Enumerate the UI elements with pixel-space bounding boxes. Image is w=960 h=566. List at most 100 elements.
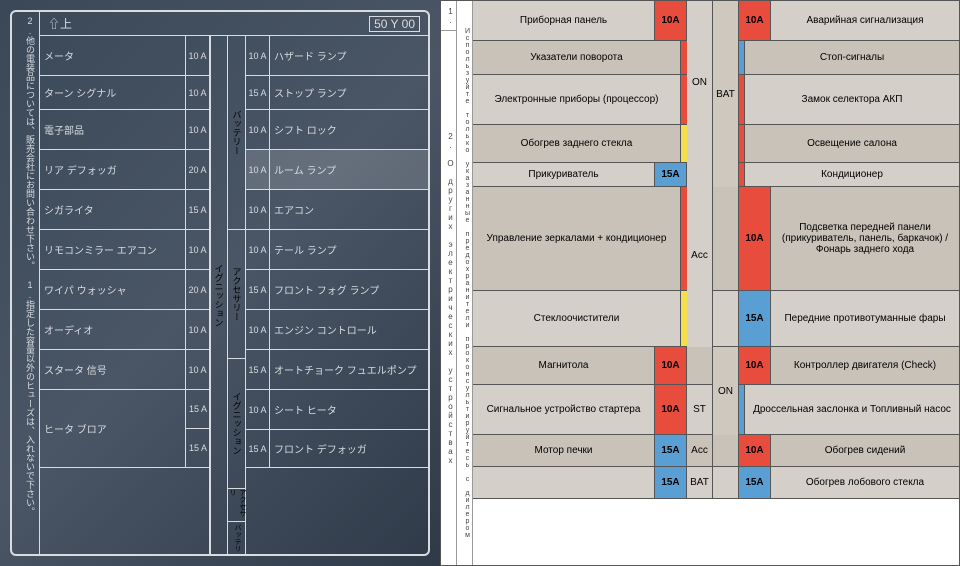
jp-top-row: ⇧上 50 Y 00: [40, 12, 428, 36]
ru-label: Приборная панель: [473, 1, 655, 40]
ru-label: Обогрев заднего стекла: [473, 125, 681, 162]
jp-label: シフト ロック: [270, 110, 428, 149]
jp-right-row: 15 Aフロント フォグ ランプ: [246, 270, 428, 310]
ru-label: Освещение салона: [745, 125, 959, 162]
jp-label: シガライタ: [40, 190, 185, 229]
jp-right-row: 10 Aエンジン コントロール: [246, 310, 428, 350]
jp-right-row: 10 Aシート ヒータ: [246, 390, 428, 430]
jp-label: ハザード ランプ: [270, 36, 428, 75]
ru-amp: 10A: [739, 1, 771, 40]
jp-amp: 15 A: [186, 429, 210, 467]
jp-amp: 10 A: [185, 76, 209, 109]
ru-amp: 15A: [739, 467, 771, 498]
ru-switch: [713, 187, 739, 290]
jp-label: リア デフォッガ: [40, 150, 185, 189]
jp-left-row: メータ10 A: [40, 36, 209, 76]
japanese-fuse-label-photo: 2.他の電装品については、販売会社にお問い合わせ下さい。 1.指定した容量以外の…: [0, 0, 440, 566]
jp-amp: 20 A: [185, 270, 209, 309]
jp-amp: 10 A: [246, 150, 270, 189]
jp-label: エアコン: [270, 190, 428, 229]
jp-amp: 10 A: [185, 110, 209, 149]
ru-left-row: Прикуриватель15AAcc: [473, 163, 713, 187]
ru-switch: Acc: [687, 163, 713, 347]
jp-label-frame: 2.他の電装品については、販売会社にお問い合わせ下さい。 1.指定した容量以外の…: [10, 10, 430, 556]
jp-label: ワイパ ウォッシャ: [40, 270, 185, 309]
ru-label: Стоп-сигналы: [745, 41, 959, 74]
ru-label: Кондиционер: [745, 163, 959, 186]
jp-group-ign2: イグニッション: [228, 358, 246, 488]
ru-label: Аварийная сигнализация: [771, 1, 959, 40]
ru-right-row: 15AОбогрев лобового стекла: [713, 467, 959, 499]
ru-left-row: Магнитола10A: [473, 347, 713, 385]
jp-left-row: リモコンミラー エアコン10 A: [40, 230, 209, 270]
jp-amp: 15 A: [185, 190, 209, 229]
ru-label: Обогрев лобового стекла: [771, 467, 959, 498]
jp-left-row: ワイパ ウォッシャ20 A: [40, 270, 209, 310]
jp-left-row: スタータ 信号10 A: [40, 350, 209, 390]
ru-left-row: Приборная панель10AON: [473, 1, 713, 41]
jp-amp: 10 A: [246, 190, 270, 229]
jp-left-row: ターン シグナル10 A: [40, 76, 209, 110]
ru-label: Магнитола: [473, 347, 655, 384]
ru-label: Стеклоочистители: [473, 291, 681, 346]
ru-switch: BAT: [687, 467, 713, 498]
jp-label: ルーム ランプ: [270, 150, 428, 189]
ru-label: Указатели поворота: [473, 41, 681, 74]
ru-switch: ST: [687, 385, 713, 434]
jp-right-row: 10 Aシフト ロック: [246, 110, 428, 150]
jp-left-row: 電子部品10 A: [40, 110, 209, 150]
jp-left-row: リア デフォッガ20 A: [40, 150, 209, 190]
jp-amp: 10 A: [246, 36, 270, 75]
ru-label: Передние противотуманные фары: [771, 291, 959, 346]
jp-body: メータ10 Aターン シグナル10 A電子部品10 Aリア デフォッガ20 Aシ…: [40, 36, 428, 554]
jp-amp: 10 A: [246, 230, 270, 269]
ru-right-row: 15AДроссельная заслонка и Топливный насо…: [713, 385, 959, 435]
ru-left-row: Электронные приборы (процессор)10A: [473, 75, 713, 125]
jp-label: テール ランプ: [270, 230, 428, 269]
ru-notes-column: 1. 2. О других электрических устройствах: [441, 1, 457, 565]
jp-vertical-notes: 2.他の電装品については、販売会社にお問い合わせ下さい。 1.指定した容量以外の…: [12, 12, 40, 554]
jp-label: フロント デフォッガ: [270, 430, 428, 467]
jp-amp: 15 A: [246, 76, 270, 109]
jp-right-row: 10 Aエアコン: [246, 190, 428, 230]
jp-left-column: メータ10 Aターン シグナル10 A電子部品10 Aリア デフォッガ20 Aシ…: [40, 36, 210, 554]
ru-label: Замок селектора АКП: [745, 75, 959, 124]
ru-left-row: Сигнальное устройство стартера10AST: [473, 385, 713, 435]
jp-amp: 20 A: [185, 150, 209, 189]
ru-right-row: 10AЗамок селектора АКП: [713, 75, 959, 125]
russian-fuse-table: 1. 2. О других электрических устройствах…: [440, 0, 960, 566]
jp-amp: 10 A: [246, 110, 270, 149]
jp-amp: 15 A: [186, 390, 210, 429]
jp-amp: 10 A: [185, 350, 209, 389]
jp-label: フロント フォグ ランプ: [270, 270, 428, 309]
jp-label: スタータ 信号: [40, 350, 185, 389]
ru-label: Сигнальное устройство стартера: [473, 385, 655, 434]
ru-right-row: 15AПередние противотуманные фары: [713, 291, 959, 347]
ru-amp: 10A: [655, 347, 687, 384]
ru-left-row: Стеклоочистители20A: [473, 291, 713, 347]
jp-right-row: 15 Aストップ ランプ: [246, 76, 428, 110]
ru-label: Обогрев сидений: [771, 435, 959, 466]
ru-right-row: 10AКондиционер: [713, 163, 959, 187]
ru-amp: 10A: [739, 187, 771, 290]
jp-amp: 10 A: [185, 230, 209, 269]
jp-left-row: ヒータ ブロア15 A15 A: [40, 390, 209, 468]
jp-label: オーディオ: [40, 310, 185, 349]
ru-switch: [713, 435, 739, 466]
jp-label: オートチョーク フュエルポンプ: [270, 350, 428, 389]
ru-left-row: Управление зеркалами + кондиционер10A: [473, 187, 713, 291]
ru-amp: 10A: [739, 435, 771, 466]
ru-amp: 10A: [739, 347, 771, 384]
jp-group-acc2: アクセサリ: [228, 488, 246, 521]
ru-right-row: 15AСтоп-сигналы: [713, 41, 959, 75]
ru-label: Мотор печки: [473, 435, 655, 466]
jp-label: ストップ ランプ: [270, 76, 428, 109]
ru-label: Дроссельная заслонка и Топливный насос: [745, 385, 959, 434]
ru-left-row: Мотор печки15AAcc: [473, 435, 713, 467]
ru-label: Электронные приборы (процессор): [473, 75, 681, 124]
ru-label: Контроллер двигателя (Check): [771, 347, 959, 384]
jp-left-row: オーディオ10 A: [40, 310, 209, 350]
jp-right-column: 10 Aハザード ランプ15 Aストップ ランプ10 Aシフト ロック10 Aル…: [246, 36, 428, 554]
jp-amp: 10 A: [246, 390, 270, 429]
ru-label: [473, 467, 655, 498]
